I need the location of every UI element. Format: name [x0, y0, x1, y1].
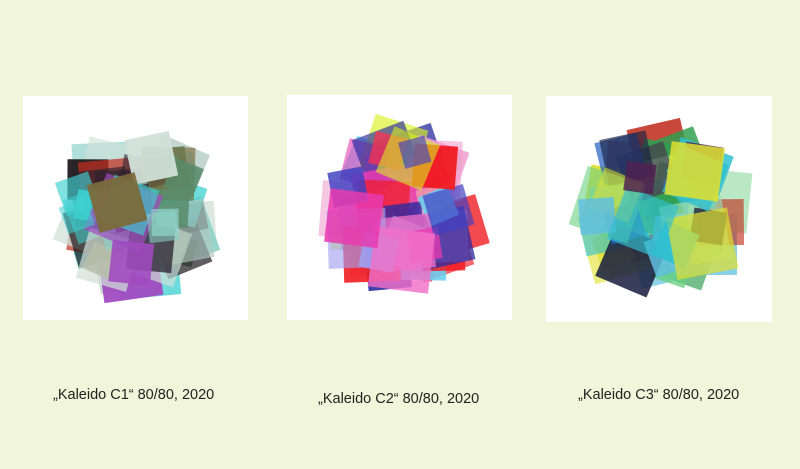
artwork-caption: „Kaleido C1“ 80/80, 2020 — [53, 387, 215, 403]
collage-square — [664, 141, 725, 202]
collage-square — [623, 160, 657, 195]
collage-square — [422, 184, 475, 236]
collage-square — [146, 210, 179, 244]
collage-square — [86, 172, 148, 233]
artwork-image — [52, 130, 221, 304]
collage-square — [58, 197, 95, 235]
collage-square — [324, 188, 384, 249]
artwork-caption: „Kaleido C3“ 80/80, 2020 — [578, 387, 740, 403]
artwork-image — [568, 117, 753, 298]
collage-square — [108, 239, 155, 286]
artwork-image — [318, 113, 490, 294]
artwork-kaleido-c2 — [287, 95, 512, 320]
collage-square — [666, 207, 739, 280]
artwork-caption: „Kaleido C2“ 80/80, 2020 — [318, 391, 480, 407]
collage-square — [398, 135, 432, 169]
collage-square — [578, 196, 617, 235]
collage-square — [606, 186, 679, 259]
artwork-kaleido-c1 — [23, 96, 248, 320]
collage-square — [367, 226, 436, 294]
collage-square — [124, 130, 179, 185]
artwork-kaleido-c3 — [546, 96, 772, 322]
